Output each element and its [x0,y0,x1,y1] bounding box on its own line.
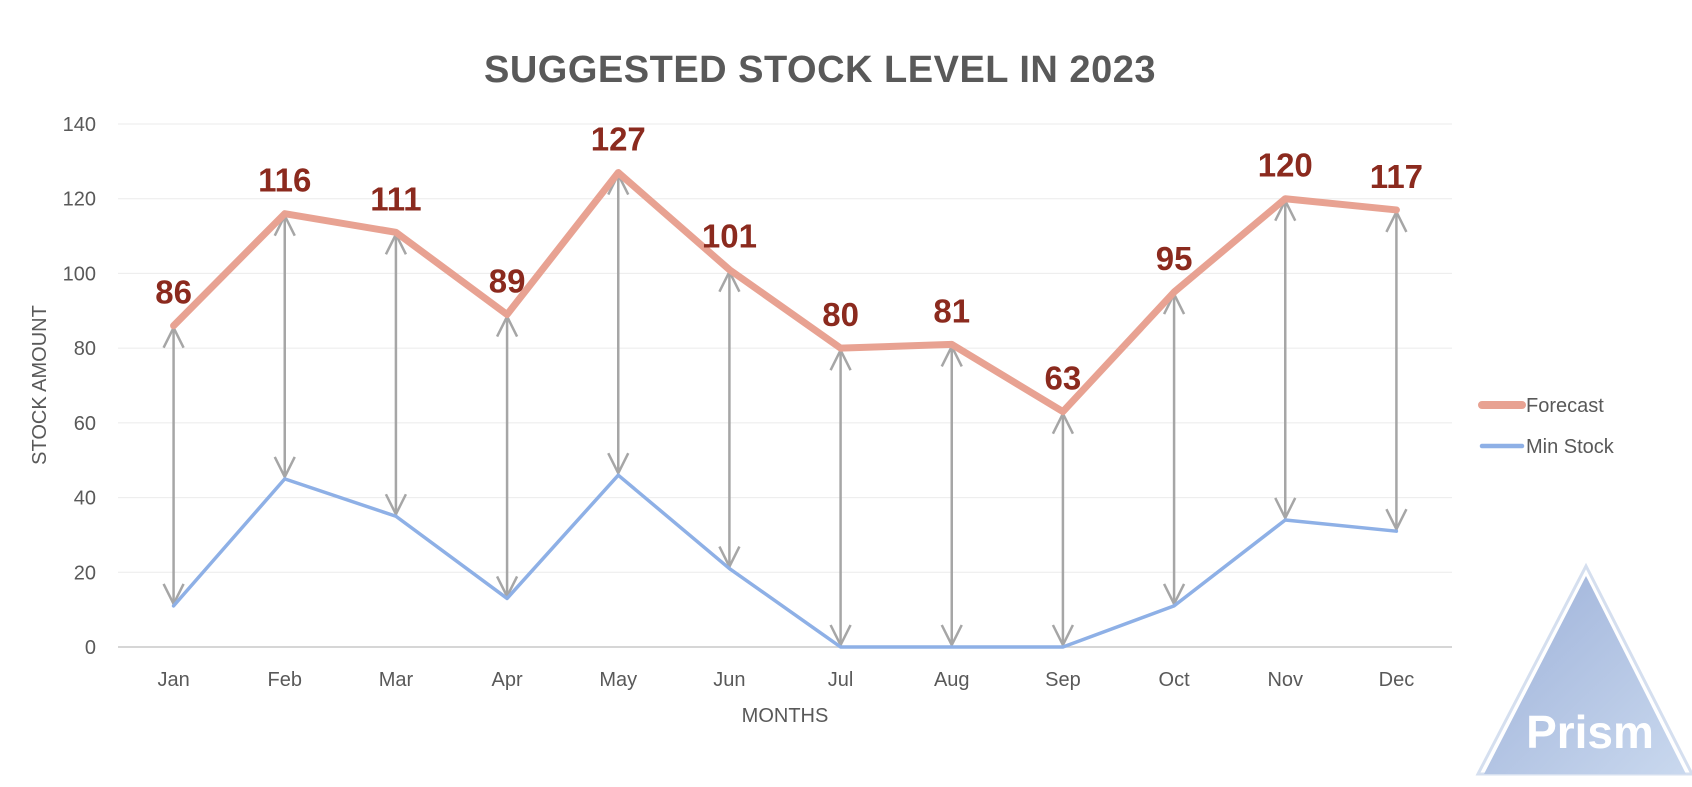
range-arrow-head-bottom [1274,497,1297,521]
chart-title: SUGGESTED STOCK LEVEL IN 2023 [484,49,1156,91]
y-tick-label: 20 [74,562,96,584]
y-tick-label: 140 [63,114,96,136]
y-axis-ticks: 0 20 40 60 80 100 120 140 [63,114,96,659]
series-line-min-stock [171,473,1399,649]
range-arrow [1274,197,1297,521]
gridlines [118,123,1452,648]
legend-label-min-stock: Min Stock [1526,436,1615,458]
data-label-may: 127 [591,121,646,158]
data-label-apr: 89 [489,263,526,300]
x-tick-label-jul: Jul [828,669,854,691]
series-lines [170,169,1400,649]
range-arrow [495,313,519,600]
data-labels: 86 116 111 89 127 101 80 81 63 95 120 117 [155,121,1423,397]
x-tick-label-jan: Jan [157,669,189,691]
range-arrow [1162,291,1186,607]
range-arrow [384,231,408,518]
x-tick-label-apr: Apr [492,669,523,691]
x-tick-label-sep: Sep [1045,669,1081,691]
range-arrows [162,171,1408,648]
x-tick-label-nov: Nov [1267,669,1303,691]
legend: Forecast Min Stock [1478,395,1615,458]
range-arrow-head-bottom [607,452,630,476]
y-tick-label: 100 [63,263,96,285]
data-label-nov: 120 [1258,147,1313,184]
data-label-mar: 111 [370,180,421,217]
x-tick-label-aug: Aug [934,669,970,691]
prism-logo-triangle [1484,576,1686,774]
x-tick-label-may: May [599,669,637,691]
x-tick-label-dec: Dec [1379,669,1415,691]
y-tick-label: 40 [74,488,96,510]
x-tick-label-feb: Feb [268,669,302,691]
y-axis-label: STOCK AMOUNT [29,305,51,465]
data-label-jan: 86 [155,274,192,311]
legend-label-forecast: Forecast [1526,395,1604,417]
range-arrow-head-bottom [384,493,408,518]
range-arrow [940,343,963,648]
range-arrow-head-bottom [1051,624,1075,648]
x-axis-ticks: Jan Feb Mar Apr May Jun Jul Aug Sep Oct Nov Dec [157,669,1414,691]
range-arrow [607,171,630,476]
range-arrow [273,212,296,480]
prism-logo: Prism [1475,562,1692,776]
range-arrow-head-bottom [273,456,296,480]
y-tick-label: 0 [85,637,96,659]
data-label-feb: 116 [258,162,311,199]
data-label-jun: 101 [702,218,757,255]
x-tick-label-jun: Jun [713,669,745,691]
data-label-aug: 81 [933,292,970,329]
data-label-jul: 80 [822,296,859,333]
range-arrow [718,268,741,570]
range-arrow-head-bottom [1385,508,1408,532]
x-tick-label-mar: Mar [379,669,414,691]
y-tick-label: 60 [74,413,96,435]
x-tick-label-oct: Oct [1159,669,1191,691]
series-line-forecast [170,169,1400,416]
prism-logo-text: Prism [1526,706,1654,758]
range-arrow-head-bottom [940,624,963,648]
y-tick-label: 120 [63,189,96,211]
range-arrow [1051,410,1075,648]
x-axis-label: MONTHS [742,705,829,727]
data-label-sep: 63 [1045,360,1082,397]
y-tick-label: 80 [74,338,96,360]
range-arrow [1385,209,1408,532]
data-label-dec: 117 [1370,158,1423,195]
range-arrow [162,324,185,607]
data-label-oct: 95 [1156,240,1193,277]
